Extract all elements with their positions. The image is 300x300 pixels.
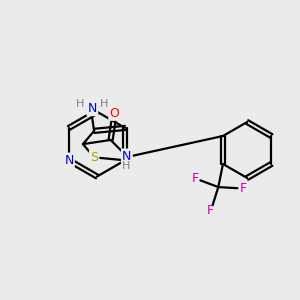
Text: O: O [110, 106, 119, 120]
Text: F: F [240, 182, 247, 195]
Text: F: F [207, 205, 214, 218]
Text: H: H [100, 99, 108, 109]
Text: N: N [64, 154, 74, 167]
Text: H: H [122, 161, 130, 171]
Text: S: S [90, 151, 98, 164]
Text: H: H [76, 99, 84, 109]
Text: F: F [191, 172, 199, 185]
Text: N: N [88, 102, 97, 115]
Text: N: N [122, 150, 131, 163]
